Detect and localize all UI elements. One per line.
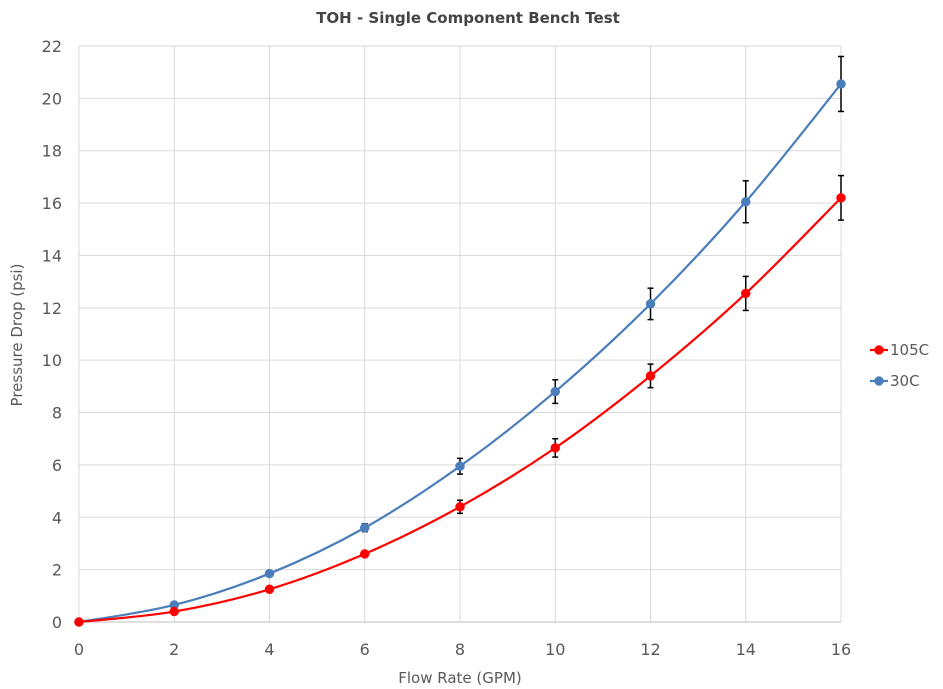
y-tick-label: 4 (52, 508, 62, 527)
data-point-30c (645, 299, 656, 309)
y-tick-label: 6 (52, 456, 62, 475)
legend: 105C 30C (870, 341, 929, 390)
x-tick-label: 4 (264, 640, 274, 659)
tick-labels: 0 2 4 6 8 10 12 14 16 0 2 4 6 8 10 12 14 16 18 20 22 (42, 37, 852, 659)
data-point-105c (169, 606, 179, 617)
x-tick-label: 12 (640, 640, 660, 659)
legend-marker (874, 376, 884, 386)
data-point-30c (550, 386, 560, 397)
legend-marker (874, 345, 884, 355)
legend-item-105c: 105C (870, 341, 929, 359)
series-line-105c (78, 197, 842, 624)
y-tick-label: 22 (42, 37, 62, 56)
x-tick-label: 0 (74, 640, 84, 659)
data-point-105c (836, 193, 846, 203)
data-point-105c (741, 288, 751, 299)
x-axis-title: Flow Rate (GPM) (398, 669, 522, 687)
series-line-30c (78, 83, 842, 624)
x-tick-label: 14 (736, 640, 756, 659)
legend-label: 105C (890, 341, 929, 359)
y-tick-label: 18 (42, 142, 62, 161)
x-tick-label: 8 (455, 640, 465, 659)
data-point-105c (74, 617, 84, 627)
y-tick-label: 16 (42, 194, 62, 213)
y-tick-label: 0 (52, 613, 62, 632)
y-tick-label: 10 (42, 351, 62, 370)
data-point-105c (550, 443, 560, 453)
data-point-105c (264, 584, 275, 595)
grid-lines (78, 45, 842, 623)
legend-item-30c: 30C (870, 372, 920, 390)
data-series (78, 83, 842, 624)
y-tick-label: 20 (42, 89, 62, 108)
data-point-105c (645, 371, 656, 381)
data-point-30c (360, 522, 370, 533)
x-tick-label: 2 (169, 640, 179, 659)
x-tick-label: 16 (831, 640, 851, 659)
chart-title: TOH - Single Component Bench Test (316, 9, 620, 27)
y-axis-title: Pressure Drop (psi) (8, 264, 26, 407)
data-point-105c (360, 549, 370, 559)
x-tick-label: 10 (545, 640, 565, 659)
y-tick-label: 8 (52, 404, 62, 423)
data-point-30c (264, 568, 275, 579)
data-point-30c (836, 79, 846, 89)
data-point-105c (455, 502, 465, 512)
x-tick-label: 6 (360, 640, 370, 659)
data-points (74, 79, 846, 627)
data-point-30c (741, 197, 751, 207)
y-tick-label: 2 (52, 561, 62, 580)
y-tick-label: 12 (42, 299, 62, 318)
error-bars (361, 55, 844, 533)
legend-label: 30C (890, 372, 920, 390)
y-tick-label: 14 (42, 246, 62, 265)
data-point-30c (455, 461, 465, 471)
